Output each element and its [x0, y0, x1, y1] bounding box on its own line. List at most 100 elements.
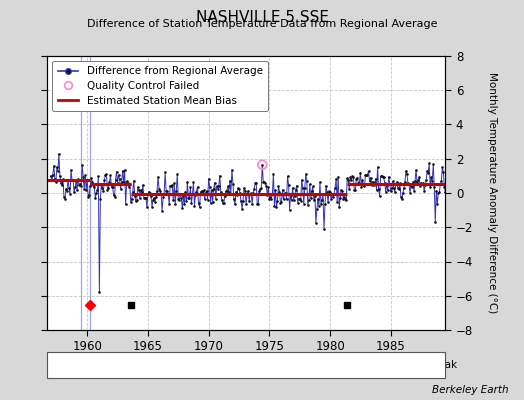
Point — [103, 186, 112, 193]
Point — [293, 200, 302, 206]
Point — [96, 196, 105, 202]
Point — [271, 187, 280, 194]
Point — [115, 176, 124, 183]
Point — [340, 194, 348, 200]
Point — [213, 183, 221, 190]
Point — [140, 195, 148, 202]
Point — [247, 190, 255, 196]
Point — [236, 190, 244, 197]
Point — [406, 190, 414, 196]
Point — [440, 184, 449, 190]
Point — [222, 188, 230, 194]
Point — [254, 201, 263, 207]
Point — [287, 192, 295, 199]
Point — [219, 200, 227, 206]
Point — [136, 194, 144, 201]
Point — [206, 200, 215, 206]
Point — [351, 187, 359, 193]
Point — [50, 162, 58, 169]
Point — [319, 191, 327, 197]
Point — [215, 172, 224, 179]
Point — [282, 196, 291, 203]
Point — [164, 190, 172, 197]
Point — [433, 201, 442, 207]
Point — [141, 195, 150, 201]
Point — [145, 188, 153, 195]
Point — [80, 186, 89, 192]
Point — [369, 182, 378, 188]
Point — [310, 197, 318, 204]
Point — [309, 183, 317, 190]
Point — [220, 200, 228, 206]
Point — [137, 187, 145, 193]
Point — [112, 177, 120, 183]
Point — [231, 201, 239, 208]
Point — [341, 196, 350, 202]
Point — [399, 190, 407, 196]
Point — [64, 176, 72, 183]
Point — [237, 198, 245, 204]
Point — [242, 201, 250, 207]
Point — [337, 186, 345, 193]
Point — [75, 182, 83, 188]
Point — [239, 198, 247, 204]
Point — [292, 182, 301, 189]
Point — [265, 196, 274, 202]
Point — [400, 185, 408, 191]
Point — [361, 183, 369, 189]
Point — [294, 195, 303, 202]
Point — [54, 150, 63, 157]
Point — [362, 172, 370, 178]
Point — [326, 188, 334, 195]
Point — [381, 188, 390, 195]
Point — [374, 164, 382, 170]
Point — [190, 202, 199, 209]
Point — [356, 170, 365, 176]
Point — [58, 182, 66, 188]
Point — [210, 185, 218, 192]
Point — [250, 186, 258, 192]
Point — [178, 205, 187, 212]
Point — [324, 199, 332, 205]
Point — [85, 192, 93, 198]
Point — [353, 174, 362, 181]
Point — [288, 197, 296, 203]
Point — [168, 182, 177, 188]
Point — [165, 201, 173, 207]
Point — [413, 179, 421, 186]
Point — [375, 192, 384, 199]
Point — [299, 184, 307, 191]
Point — [387, 188, 395, 194]
Point — [94, 173, 103, 180]
Point — [57, 180, 65, 186]
Point — [322, 182, 330, 189]
Point — [251, 180, 259, 186]
Point — [147, 193, 155, 199]
Point — [355, 180, 364, 186]
Point — [316, 201, 325, 207]
Point — [420, 188, 428, 194]
Point — [437, 178, 445, 184]
Point — [172, 188, 180, 194]
Point — [149, 197, 157, 203]
Point — [372, 176, 380, 182]
Text: Berkeley Earth: Berkeley Earth — [432, 385, 508, 395]
Point — [378, 174, 387, 180]
Point — [176, 191, 184, 197]
Point — [268, 191, 277, 197]
Point — [389, 178, 397, 184]
Point — [414, 177, 422, 184]
Point — [153, 188, 161, 194]
Point — [105, 179, 114, 186]
Point — [69, 176, 77, 183]
Point — [334, 174, 342, 180]
Point — [196, 189, 205, 195]
Point — [77, 183, 85, 189]
Point — [350, 187, 358, 193]
Point — [187, 200, 195, 206]
Point — [151, 198, 159, 205]
Point — [216, 189, 225, 196]
Point — [143, 204, 151, 211]
Point — [379, 174, 388, 180]
Point — [144, 191, 152, 197]
